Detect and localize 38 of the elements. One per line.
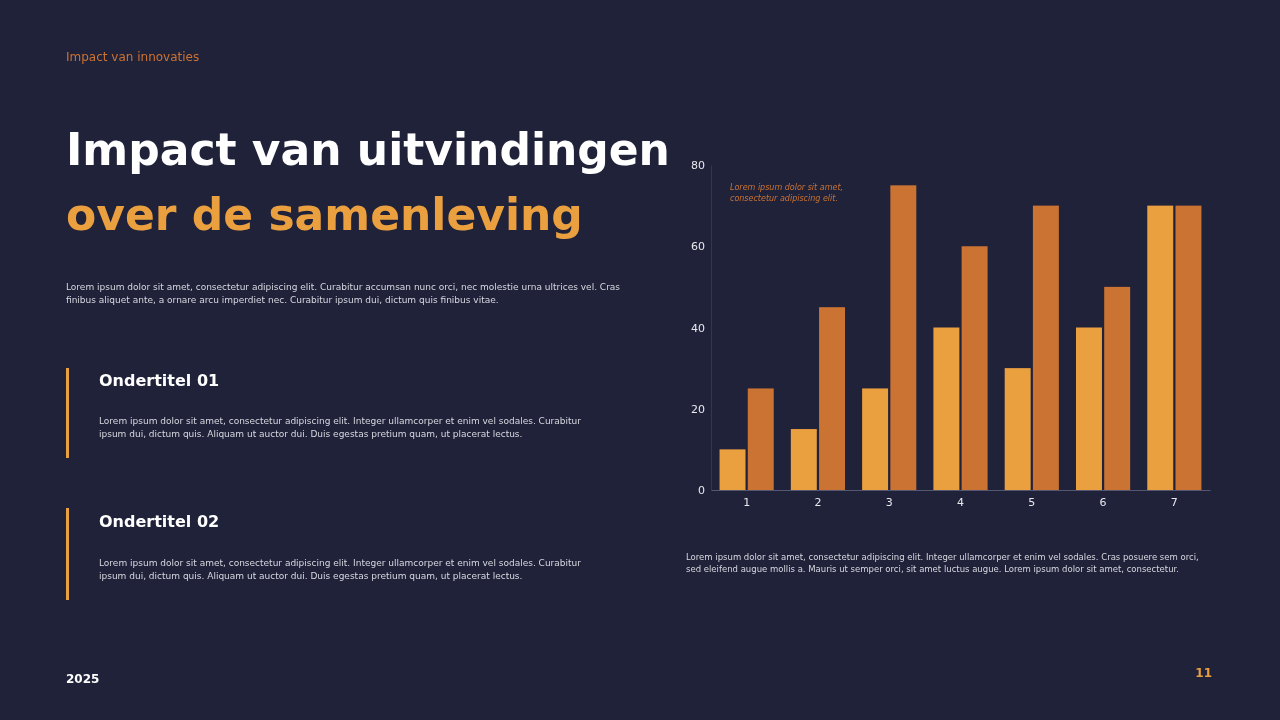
text: Lorem ipsum dolor sit amet, consectetur adipiscing elit. Curabitur accumsan nunc orci, nec molestie urna ultrices vel. Cras finibus aliquet ante, a ornare arcu imperdiet nec. Curabitur ipsum dui, dictum quis finibus vitae. [66,282,621,305]
text: 2025 [66,672,100,686]
bar [747,388,774,490]
x-tick-label: 4 [957,495,964,509]
bar [1075,327,1102,490]
x-tick-label: 3 [885,495,893,509]
text: Lorem ipsum dolor sit amet, consectetur adipiscing elit. Integer ullamcorper et enim vel sodales. Cras posuere sem orci, sed eleifend augue mollis a. Mauris ut semper orci, sit amet luctus augue. Lorem ipsum dolor sit amet, consectetur. [686,552,1199,574]
bar [1032,205,1059,490]
text: Impact van innovaties [66,50,200,64]
bar [719,449,746,490]
y-tick-label: 60 [691,240,705,254]
bar [890,185,917,490]
bar [862,388,889,490]
chart-title: Impact van uitvindingen [66,124,670,175]
bar [1004,368,1031,490]
y-tick-label: 80 [691,159,705,173]
bar [1175,205,1202,490]
text: 11 [1195,666,1212,680]
text: Ondertitel 02 [99,512,220,531]
bar [819,307,846,490]
annotation: Lorem ipsum dolor sit amet, consectetur adipiscing elit. [730,183,844,204]
bar [961,246,988,490]
x-tick-label: 6 [1099,495,1107,509]
text: Lorem ipsum dolor sit amet, consectetur adipiscing elit. Integer ullamcorper et enim vel sodales. Curabitur ipsum dui, dictum quis. Aliquam ut auctor dui. Duis egestas pretium quam, ut placerat lectus. [99,558,582,581]
text: Ondertitel 01 [99,371,220,390]
x-tick-label: 2 [814,495,822,509]
bar [1104,286,1131,490]
text: over de samenleving [66,189,583,240]
text: Lorem ipsum dolor sit amet, consectetur adipiscing elit. Integer ullamcorper et enim vel sodales. Curabitur ipsum dui, dictum quis. Aliquam ut auctor dui. Duis egestas pretium quam, ut placerat lectus. [99,416,582,439]
bar [790,429,817,490]
x-tick-label: 7 [1170,495,1178,509]
bar [933,327,960,490]
y-tick-label: 40 [691,321,705,335]
x-tick-label: 1 [743,495,751,509]
x-tick-label: 5 [1028,495,1036,509]
y-tick-label: 0 [698,484,705,498]
bar [1147,205,1174,490]
y-tick-label: 20 [691,402,705,416]
